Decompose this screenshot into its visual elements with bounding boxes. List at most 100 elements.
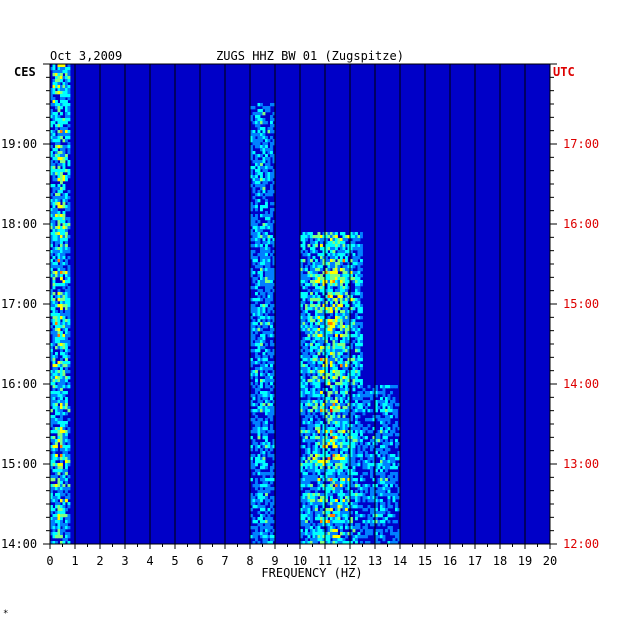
heatmap-cell bbox=[267, 157, 271, 161]
heatmap-cell bbox=[52, 187, 56, 191]
heatmap-cell bbox=[50, 343, 53, 347]
heatmap-cell bbox=[320, 496, 323, 500]
heatmap-cell bbox=[342, 475, 346, 479]
heatmap-cell bbox=[330, 232, 333, 236]
heatmap-cell bbox=[345, 460, 348, 464]
heatmap-cell bbox=[260, 448, 263, 452]
heatmap-cell bbox=[375, 541, 378, 545]
heatmap-cell bbox=[327, 487, 331, 491]
heatmap-cell bbox=[265, 520, 268, 524]
heatmap-cell bbox=[255, 154, 258, 158]
heatmap-cell bbox=[387, 418, 391, 422]
heatmap-cell bbox=[50, 541, 53, 545]
heatmap-cell bbox=[62, 412, 66, 416]
heatmap-cell bbox=[337, 526, 341, 530]
heatmap-cell bbox=[312, 241, 316, 245]
heatmap-cell bbox=[372, 457, 376, 461]
heatmap-cell bbox=[357, 331, 361, 335]
heatmap-cell bbox=[272, 520, 276, 524]
heatmap-cell bbox=[267, 409, 271, 413]
heatmap-cell bbox=[55, 178, 58, 182]
heatmap-cell bbox=[322, 313, 326, 317]
heatmap-cell bbox=[50, 103, 53, 107]
heatmap-cell bbox=[255, 226, 258, 230]
heatmap-cell bbox=[342, 292, 346, 296]
right-timezone-label: UTC bbox=[553, 65, 575, 79]
heatmap-cell bbox=[355, 400, 358, 404]
heatmap-cell bbox=[252, 442, 256, 446]
heatmap-cell bbox=[332, 478, 336, 482]
heatmap-cell bbox=[302, 418, 306, 422]
heatmap-cell bbox=[65, 139, 68, 143]
heatmap-cell bbox=[305, 478, 308, 482]
heatmap-cell bbox=[307, 466, 311, 470]
heatmap-cell bbox=[337, 493, 341, 497]
heatmap-cell bbox=[332, 325, 336, 329]
heatmap-cell bbox=[327, 454, 331, 458]
heatmap-cell bbox=[337, 355, 341, 359]
heatmap-cell bbox=[360, 364, 363, 368]
heatmap-cell bbox=[60, 181, 63, 185]
heatmap-cell bbox=[267, 499, 271, 503]
heatmap-cell bbox=[55, 475, 58, 479]
heatmap-cell bbox=[377, 511, 381, 515]
heatmap-cell bbox=[255, 115, 258, 119]
heatmap-cell bbox=[357, 334, 361, 338]
heatmap-cell bbox=[302, 421, 306, 425]
heatmap-cell bbox=[55, 274, 58, 278]
left-time-label: 16:00 bbox=[1, 377, 37, 391]
heatmap-cell bbox=[317, 319, 321, 323]
heatmap-cell bbox=[50, 235, 53, 239]
heatmap-cell bbox=[257, 349, 261, 353]
heatmap-cell bbox=[272, 349, 276, 353]
heatmap-cell bbox=[302, 325, 306, 329]
heatmap-cell bbox=[350, 505, 353, 509]
heatmap-cell bbox=[395, 493, 398, 497]
heatmap-cell bbox=[335, 400, 338, 404]
heatmap-cell bbox=[317, 289, 321, 293]
heatmap-cell bbox=[55, 466, 58, 470]
heatmap-cell bbox=[255, 142, 258, 146]
heatmap-cell bbox=[310, 271, 313, 275]
heatmap-cell bbox=[352, 334, 356, 338]
heatmap-cell bbox=[355, 394, 358, 398]
heatmap-cell bbox=[355, 244, 358, 248]
heatmap-cell bbox=[52, 232, 56, 236]
heatmap-cell bbox=[335, 454, 338, 458]
heatmap-cell bbox=[260, 463, 263, 467]
heatmap-cell bbox=[272, 124, 276, 128]
heatmap-cell bbox=[310, 328, 313, 332]
heatmap-cell bbox=[307, 451, 311, 455]
heatmap-cell bbox=[272, 445, 276, 449]
heatmap-cell bbox=[340, 268, 343, 272]
heatmap-cell bbox=[382, 457, 386, 461]
heatmap-cell bbox=[392, 409, 396, 413]
heatmap-cell bbox=[325, 418, 328, 422]
heatmap-cell bbox=[270, 283, 273, 287]
heatmap-cell bbox=[310, 526, 313, 530]
heatmap-cell bbox=[352, 298, 356, 302]
heatmap-cell bbox=[265, 349, 268, 353]
heatmap-cell bbox=[255, 538, 258, 542]
heatmap-cell bbox=[355, 472, 358, 476]
heatmap-cell bbox=[340, 364, 343, 368]
heatmap-cell bbox=[352, 493, 356, 497]
heatmap-cell bbox=[267, 490, 271, 494]
heatmap-cell bbox=[250, 271, 253, 275]
heatmap-cell bbox=[335, 391, 338, 395]
heatmap-cell bbox=[325, 322, 328, 326]
heatmap-cell bbox=[360, 514, 363, 518]
heatmap-cell bbox=[55, 409, 58, 413]
heatmap-cell bbox=[305, 508, 308, 512]
heatmap-cell bbox=[67, 496, 71, 500]
heatmap-cell bbox=[307, 253, 311, 257]
heatmap-cell bbox=[347, 487, 351, 491]
heatmap-cell bbox=[265, 484, 268, 488]
heatmap-cell bbox=[332, 241, 336, 245]
heatmap-cell bbox=[350, 334, 353, 338]
heatmap-cell bbox=[355, 406, 358, 410]
heatmap-cell bbox=[390, 481, 393, 485]
heatmap-cell bbox=[255, 205, 258, 209]
heatmap-cell bbox=[52, 88, 56, 92]
heatmap-cell bbox=[260, 205, 263, 209]
